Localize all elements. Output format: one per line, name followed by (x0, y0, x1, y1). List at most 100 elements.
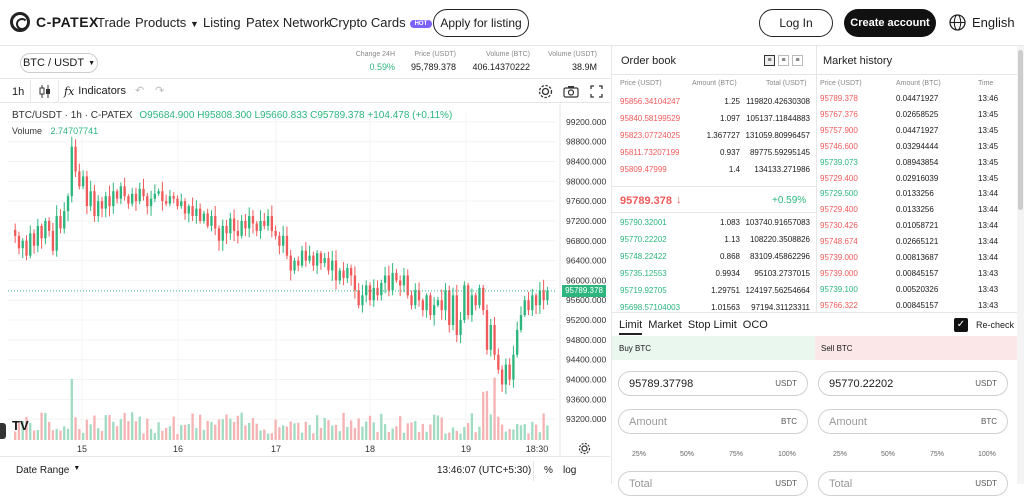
order-book-row[interactable]: 95748.22422 0.868 83109.45862296 (620, 252, 810, 266)
history-row: 95739.073 0.08943854 13:45 (820, 158, 1010, 172)
order-book-row[interactable]: 95811.73207199 0.937 89775.59295145 (620, 148, 810, 162)
chart-toolbar: 1h fx Indicators ↶ ↷ (0, 80, 610, 103)
volume-bar (161, 430, 164, 440)
sell-label: Sell BTC (821, 344, 853, 353)
volume-bar (225, 414, 228, 440)
buy-price-input[interactable]: 95789.37798 USDT (618, 371, 808, 396)
order-book-row[interactable]: 95698.57104003 1.01563 97194.31123311 (620, 303, 810, 317)
ob-amount: 1.097 (719, 114, 740, 123)
candle-body (293, 260, 296, 271)
buy-pct-50[interactable]: 50% (680, 451, 695, 458)
candle-body (399, 280, 402, 286)
order-form: Limit Market Stop Limit OCO ✓ Re-check B… (611, 312, 1024, 496)
order-book-row[interactable]: 95840.58199529 1.097 105137.11844883 (620, 114, 810, 128)
sell-pct-100[interactable]: 100% (978, 451, 996, 458)
candle-body (376, 287, 379, 296)
volume-bar (74, 417, 77, 440)
view-bids-icon[interactable]: ≡ (778, 55, 789, 66)
interval-button[interactable]: 1h (12, 86, 25, 98)
login-button[interactable]: Log In (759, 9, 833, 37)
buy-pct-100[interactable]: 100% (778, 451, 796, 458)
camera-icon[interactable] (563, 85, 579, 98)
candle-body (66, 196, 70, 212)
undo-icon[interactable]: ↶ (135, 85, 145, 97)
volume-legend-value: 2.74707741 (50, 126, 99, 136)
nav-trade[interactable]: Trade (97, 15, 131, 30)
candle-body (470, 295, 474, 316)
nav-patex-network[interactable]: Patex Network (246, 15, 331, 30)
scrollbar-thumb[interactable] (1018, 50, 1023, 210)
buy-pct-75[interactable]: 75% (729, 451, 744, 458)
order-book-row[interactable]: 95790.32001 1.083 103740.91657083 (620, 218, 810, 232)
chart-side-handle[interactable] (0, 423, 6, 439)
top-header: C-PATEX Trade Products ▼ Listing Patex N… (0, 0, 1024, 46)
chart-clock[interactable]: 13:46:07 (UTC+5:30) (437, 465, 532, 476)
checkbox-checked-icon[interactable]: ✓ (954, 318, 968, 332)
pair-selector[interactable]: BTC / USDT ▼ (20, 53, 98, 73)
volume-bar (383, 424, 387, 440)
candle-body (365, 285, 368, 296)
volume-bar (100, 431, 104, 440)
indicators-button[interactable]: fx Indicators (64, 85, 126, 98)
history-time: 13:45 (978, 125, 999, 135)
log-scale-button[interactable]: log (563, 465, 577, 476)
order-book-row[interactable]: 95856.34104247 1.25 119820.42630308 (620, 97, 810, 111)
candle-body (542, 290, 545, 301)
buy-amount-input[interactable]: Amount BTC (618, 409, 808, 434)
tab-stop-limit[interactable]: Stop Limit (687, 319, 737, 331)
brand-logo[interactable]: C-PATEX (10, 12, 99, 32)
candle-body (255, 223, 258, 231)
history-row: 95729.400 0.02916039 13:45 (820, 174, 1010, 188)
chart-settings-gear-icon[interactable] (578, 442, 591, 455)
volume-bar (40, 412, 43, 440)
candle-body (123, 186, 126, 197)
buy-pct-25[interactable]: 25% (632, 451, 647, 458)
nav-listing[interactable]: Listing (203, 15, 241, 30)
redo-icon[interactable]: ↷ (155, 85, 165, 97)
apply-for-listing-button[interactable]: Apply for listing (433, 9, 529, 37)
recheck-toggle[interactable]: ✓ Re-check (954, 318, 1014, 332)
tab-oco[interactable]: OCO (742, 319, 768, 331)
history-price: 95766.322 (820, 300, 858, 310)
sell-pct-50[interactable]: 50% (881, 451, 896, 458)
nav-products[interactable]: Products ▼ (135, 15, 199, 30)
sell-pct-25[interactable]: 25% (833, 451, 848, 458)
date-range-button[interactable]: Date Range ▼ (16, 465, 80, 476)
create-account-button[interactable]: Create account (844, 9, 936, 37)
view-both-icon[interactable]: ≡ (764, 55, 775, 66)
fullscreen-icon[interactable] (590, 85, 603, 98)
ob-amount: 0.868 (719, 252, 740, 261)
language-selector[interactable]: English (949, 14, 1015, 31)
candle-body (459, 320, 462, 335)
candle-body (187, 206, 190, 214)
order-book-row[interactable]: 95770.22202 1.13 108220.3508826 (620, 235, 810, 249)
settings-gear-icon[interactable] (538, 84, 553, 99)
sell-amount-placeholder: Amount (829, 415, 867, 428)
volume-bar (534, 424, 538, 440)
order-book-row[interactable]: 95823.07724025 1.367727 131059.80996457 (620, 131, 810, 145)
candle-body (74, 146, 77, 172)
history-price: 95739.000 (820, 253, 858, 262)
percent-scale-button[interactable]: % (544, 465, 553, 476)
order-book-row[interactable]: 95809.47999 1.4 134133.271986 (620, 165, 810, 179)
page-scrollbar[interactable] (1017, 46, 1024, 484)
candle-body (444, 290, 447, 311)
tab-limit[interactable]: Limit (619, 319, 643, 335)
order-book-row[interactable]: 95719.92705 1.29751 124197.56254664 (620, 286, 810, 300)
view-asks-icon[interactable]: ≡ (792, 55, 803, 66)
order-book-row[interactable]: 95735.12553 0.9934 95103.2737015 (620, 269, 810, 283)
volume-bar (134, 421, 138, 440)
candle-body (214, 216, 217, 229)
volume-bar (542, 413, 545, 440)
nav-crypto-cards[interactable]: Crypto Cards HOT (329, 15, 433, 30)
candle-type-icon[interactable] (38, 85, 52, 98)
tab-market[interactable]: Market (648, 319, 682, 331)
volume-bar (410, 422, 413, 440)
volume-bar (523, 424, 526, 440)
candle-body (236, 230, 240, 236)
sell-price-input[interactable]: 95770.22202 USDT (818, 371, 1008, 396)
ticker-volume-usdt: Volume (USDT) 38.9M (540, 51, 597, 72)
price-chart[interactable]: 99200.000 98800.000 98400.000 98000.000 9760… (0, 104, 610, 456)
sell-pct-75[interactable]: 75% (930, 451, 945, 458)
sell-amount-input[interactable]: Amount BTC (818, 409, 1008, 434)
